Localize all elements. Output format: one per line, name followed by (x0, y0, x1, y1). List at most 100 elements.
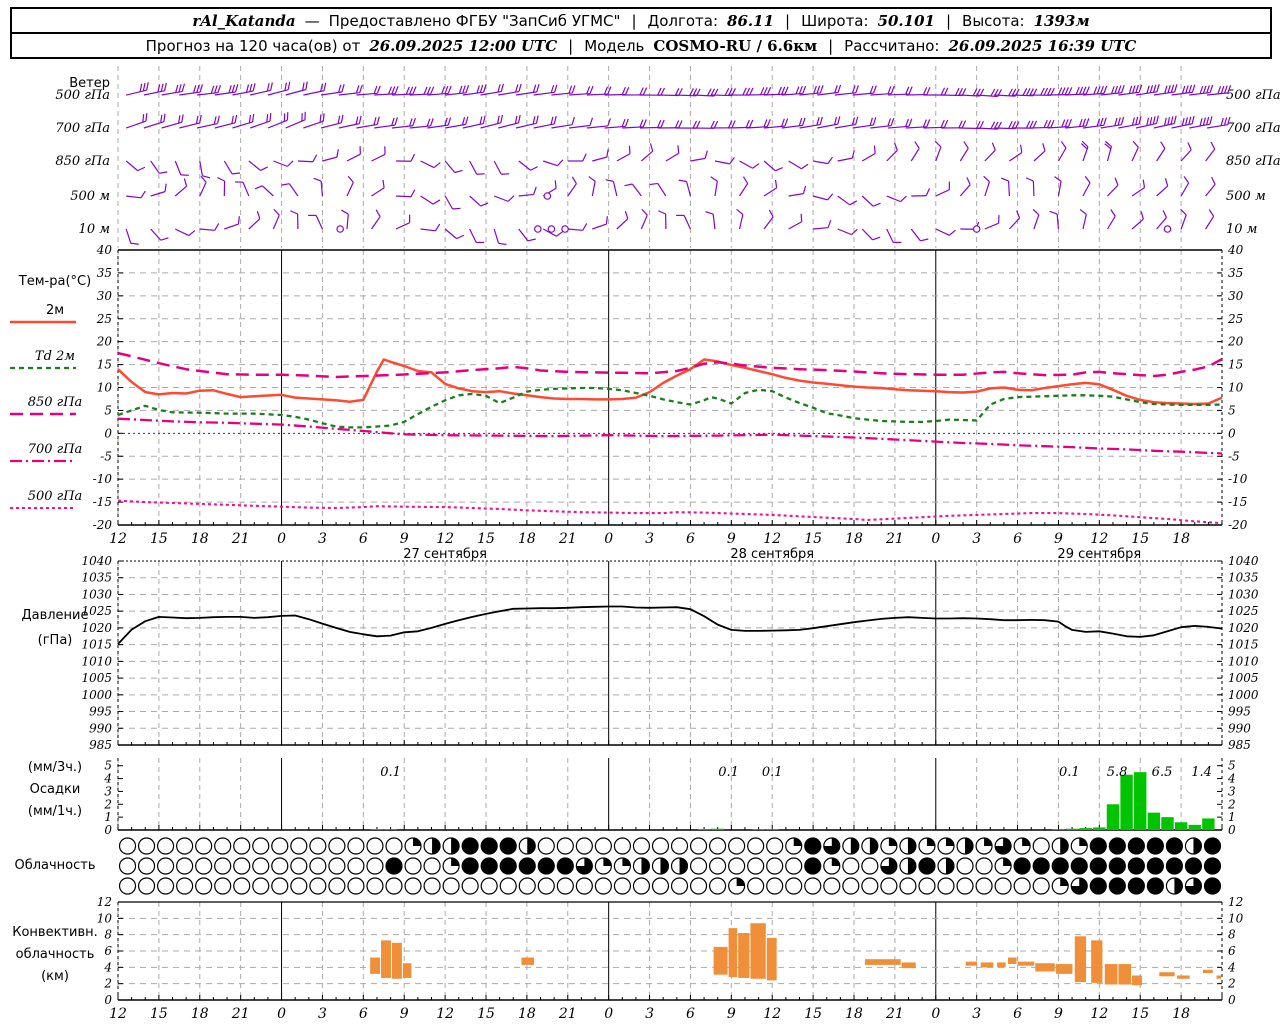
model-label: Модель (584, 36, 645, 55)
pressure-panel-title: Давление (21, 608, 89, 623)
svg-text:3: 3 (645, 531, 654, 547)
svg-text:1015: 1015 (81, 638, 112, 652)
svg-text:12: 12 (109, 531, 127, 547)
svg-text:18: 18 (1172, 531, 1190, 547)
svg-text:9: 9 (1054, 1006, 1063, 1022)
svg-text:0: 0 (277, 531, 286, 547)
convective-panel: 12 12 10 10 8 8 6 6 4 4 2 2 0 0 (97, 895, 1244, 1007)
svg-text:3: 3 (318, 1006, 327, 1022)
svg-text:15: 15 (477, 531, 495, 547)
svg-text:21: 21 (885, 1006, 904, 1022)
svg-text:21: 21 (231, 1006, 250, 1022)
svg-text:995: 995 (89, 705, 112, 719)
svg-text:990: 990 (1228, 721, 1251, 735)
precipitation-panel: 5 54 43 32 21 10 00.1 0.1 0.1 0.1 5.8 6.5 1.4 (103, 758, 1236, 837)
svg-text:0: 0 (277, 1006, 286, 1022)
svg-text:1025: 1025 (1228, 604, 1259, 618)
calc-label: Рассчитано: (844, 36, 940, 55)
svg-text:-10: -10 (1228, 472, 1248, 486)
latitude-label: Широта: (801, 11, 869, 30)
svg-text:6: 6 (1228, 944, 1236, 958)
svg-text:18: 18 (191, 1006, 209, 1022)
svg-text:1005: 1005 (1228, 671, 1259, 685)
svg-text:2: 2 (1227, 797, 1236, 811)
svg-text:1000: 1000 (1228, 688, 1259, 702)
wind-panel (117, 66, 1232, 248)
svg-text:6: 6 (1013, 1006, 1022, 1022)
separator: | (568, 36, 574, 55)
legend-label-700: 700 гПа (27, 442, 83, 457)
svg-text:0: 0 (931, 1006, 940, 1022)
svg-text:30: 30 (1228, 289, 1244, 303)
svg-text:-5: -5 (1228, 449, 1240, 463)
svg-text:0.1: 0.1 (762, 765, 783, 780)
svg-text:6: 6 (359, 1006, 368, 1022)
svg-text:29 сентября: 29 сентября (1057, 547, 1141, 562)
altitude-label: Высота: (962, 11, 1025, 30)
wind-row-label-500hpa: 500 гПа (55, 88, 110, 103)
legend-label-850: 850 гПа (27, 395, 83, 410)
svg-text:21: 21 (885, 531, 904, 547)
svg-text:0.1: 0.1 (718, 765, 739, 780)
svg-text:12: 12 (436, 531, 454, 547)
run-time: 26.09.2025 12:00 UTC (369, 36, 558, 55)
svg-text:15: 15 (1131, 1006, 1149, 1022)
svg-text:27 сентября: 27 сентября (403, 547, 487, 562)
separator: | (785, 11, 791, 30)
wind-row-label-700hpa-right: 700 гПа (1226, 121, 1280, 136)
svg-text:10: 10 (97, 381, 113, 395)
svg-text:8: 8 (1228, 928, 1236, 942)
svg-text:25: 25 (1227, 312, 1243, 326)
svg-text:15: 15 (150, 531, 168, 547)
svg-text:5: 5 (104, 759, 112, 773)
latitude-value: 50.101 (877, 11, 935, 30)
svg-text:1035: 1035 (81, 571, 112, 585)
svg-text:1: 1 (104, 810, 112, 824)
svg-text:-15: -15 (93, 495, 112, 509)
svg-text:20: 20 (96, 335, 113, 349)
svg-text:4: 4 (103, 960, 112, 974)
pressure-panel: 1040 1040 1035 1035 1030 1030 1025 1025 1020 1020… (81, 554, 1258, 752)
svg-text:985: 985 (1228, 738, 1251, 752)
cloudiness-panel (118, 837, 1222, 895)
svg-text:21: 21 (558, 1006, 577, 1022)
separator: | (828, 36, 834, 55)
time-axis-temperature: 12 15 18 21 0 3 6 9 12 15 18 21 0 3 6 9 12 15 18 21 0 3 6 9 12 15… (109, 531, 1190, 562)
svg-text:15: 15 (1228, 358, 1243, 372)
svg-text:1000: 1000 (81, 688, 112, 702)
svg-text:1040: 1040 (1228, 554, 1259, 568)
svg-text:10: 10 (1228, 381, 1244, 395)
svg-text:10: 10 (97, 911, 113, 925)
svg-text:0: 0 (104, 993, 112, 1007)
svg-text:1020: 1020 (81, 621, 112, 635)
svg-text:3: 3 (972, 531, 981, 547)
convective-title-1: Конвективн. (12, 925, 98, 940)
svg-text:9: 9 (400, 531, 409, 547)
svg-text:4: 4 (1227, 772, 1236, 786)
svg-text:0: 0 (604, 1006, 613, 1022)
wind-panel-title: Ветер (69, 76, 110, 91)
precip-units-1h: (мм/1ч.) (27, 804, 83, 819)
legend-label-td2m: Td 2м (34, 349, 76, 364)
pressure-panel-units: (гПа) (37, 633, 73, 648)
svg-text:40: 40 (1227, 243, 1244, 257)
svg-text:-10: -10 (93, 472, 113, 486)
svg-text:1: 1 (1228, 810, 1236, 824)
convective-title-3: (км) (41, 969, 69, 984)
wind-row-label-10m-right: 10 м (1226, 222, 1258, 237)
svg-text:10: 10 (1228, 911, 1244, 925)
svg-text:18: 18 (191, 531, 209, 547)
svg-text:6.5: 6.5 (1152, 765, 1173, 780)
svg-text:1030: 1030 (81, 587, 112, 601)
cloudiness-panel-title: Облачность (14, 858, 96, 873)
header-dash: — (304, 11, 320, 30)
svg-text:30: 30 (97, 289, 113, 303)
svg-text:18: 18 (845, 1006, 863, 1022)
longitude-label: Долгота: (647, 11, 719, 30)
wind-row-label-500m-right: 500 м (1226, 189, 1266, 204)
temperature-panel: 40 40 35 35 30 30 25 25 20 20 15 15 10 10 5 5 0 0 -5 -5 -10 -… (93, 243, 1248, 532)
svg-text:9: 9 (727, 531, 736, 547)
svg-text:12: 12 (97, 895, 112, 909)
header-line-2: Прогноз на 120 часа(ов) от 26.09.2025 12… (10, 32, 1272, 59)
